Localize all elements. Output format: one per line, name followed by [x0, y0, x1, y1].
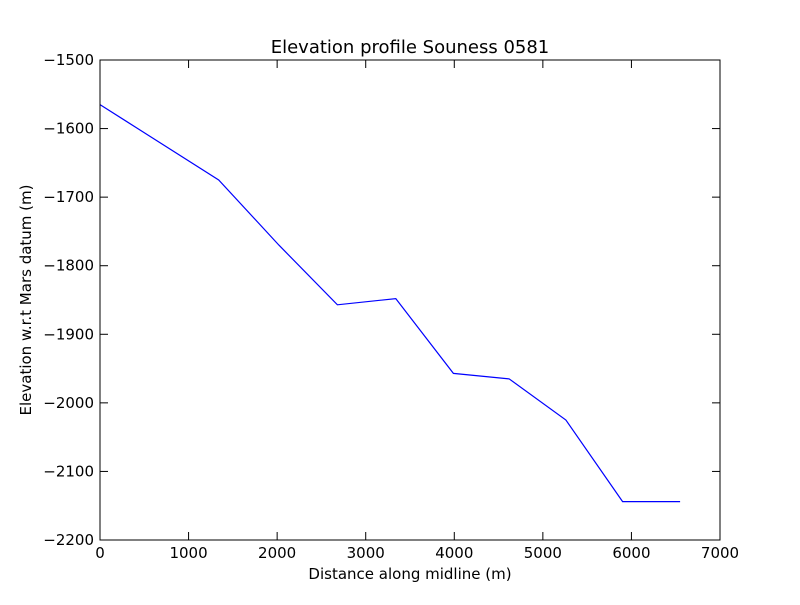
- y-tick-label: −2100: [43, 462, 94, 480]
- x-axis-label: Distance along midline (m): [308, 565, 511, 583]
- x-tick-label: 6000: [612, 544, 650, 562]
- series-line: [99, 104, 681, 503]
- chart-title: Elevation profile Souness 0581: [271, 37, 550, 58]
- x-tick-label: 0: [95, 544, 105, 562]
- x-tick-label: 4000: [435, 544, 473, 562]
- x-tick-label: 3000: [347, 544, 385, 562]
- y-tick-label: −1900: [43, 325, 94, 343]
- x-tick-label: 1000: [169, 544, 207, 562]
- y-tick-label: −2200: [43, 531, 94, 549]
- x-tick-label: 7000: [701, 544, 739, 562]
- y-tick-label: −1800: [43, 257, 94, 275]
- y-tick-label: −1700: [43, 188, 94, 206]
- x-tick-label: 5000: [524, 544, 562, 562]
- y-tick-label: −1500: [43, 51, 94, 69]
- y-tick-label: −1600: [43, 120, 94, 138]
- plot-frame: [99, 59, 721, 541]
- y-tick-label: −2000: [43, 394, 94, 412]
- x-tick-label: 2000: [258, 544, 296, 562]
- y-axis-label: Elevation w.r.t Mars datum (m): [17, 185, 35, 416]
- ticks-layer: 0 1000 2000 3000 4000 5000 6000 7000 −1500 −1600 −…: [43, 51, 739, 562]
- series-layer: [99, 104, 681, 503]
